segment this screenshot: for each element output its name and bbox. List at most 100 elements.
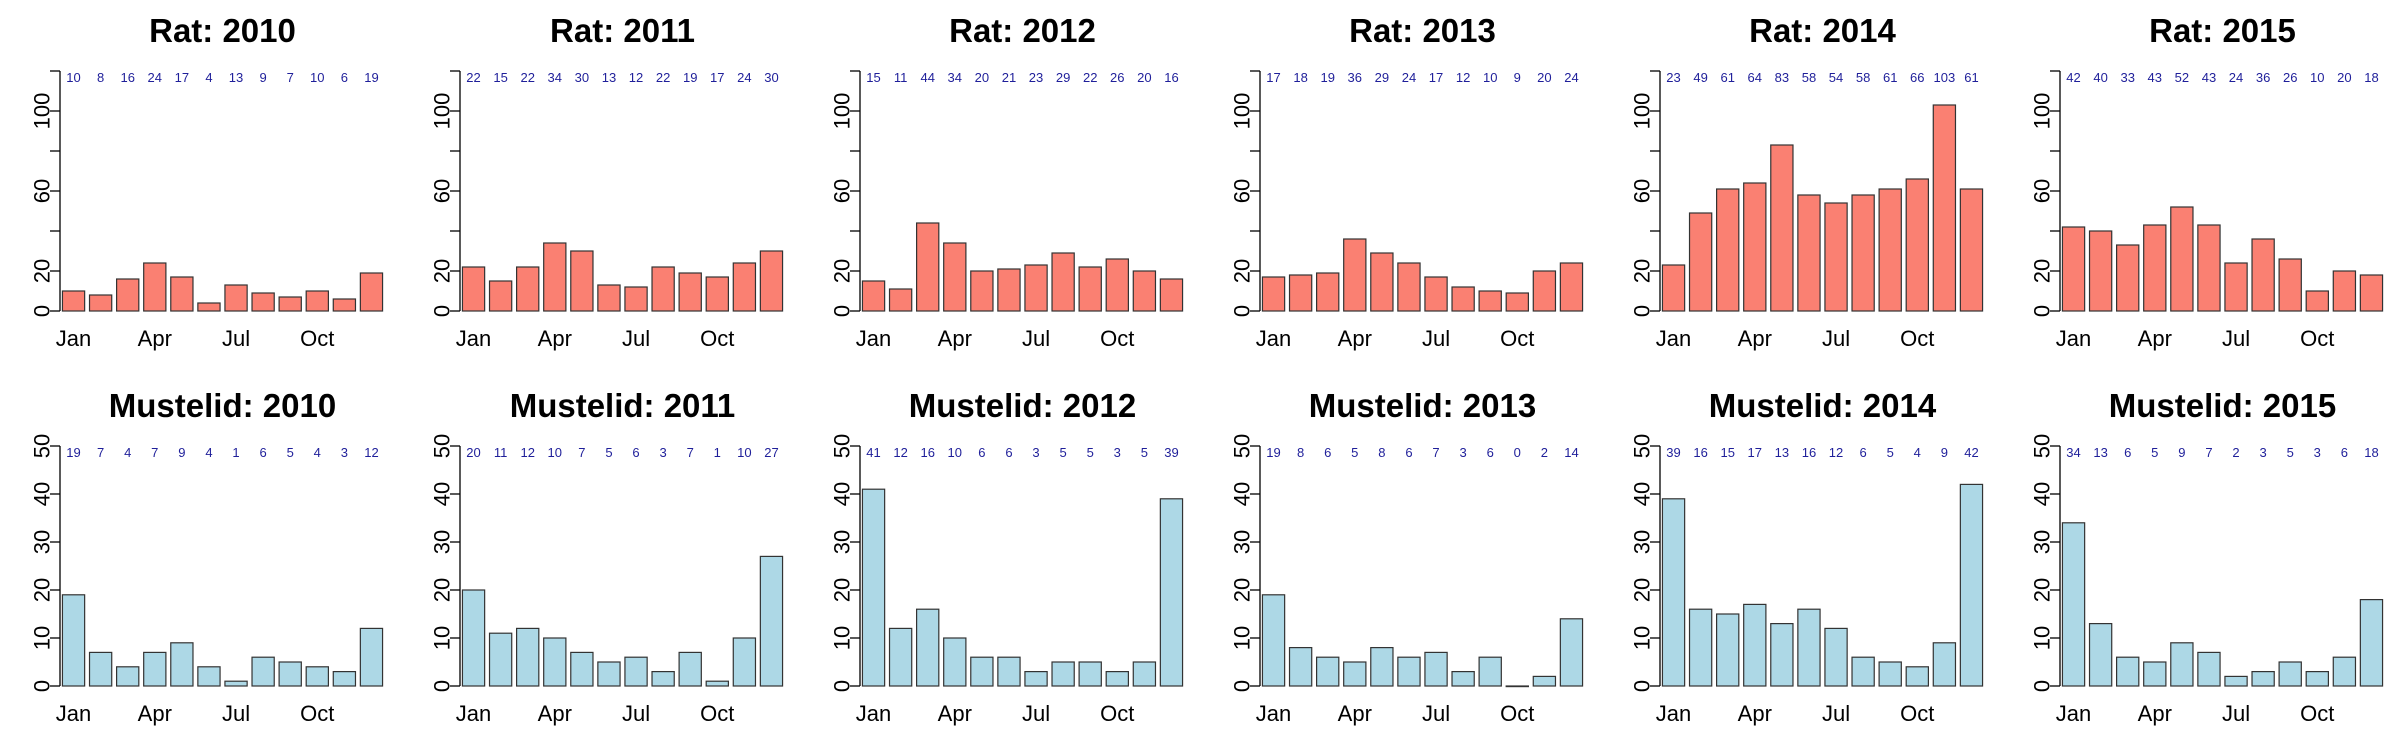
- bar-month-9: [678, 651, 702, 687]
- bar-month-11: [732, 262, 757, 312]
- bar-month-3: [916, 222, 940, 312]
- y-tick-label: 40: [1230, 482, 1255, 506]
- x-tick-label: Oct: [1900, 326, 1934, 351]
- x-tick-label: Oct: [700, 701, 734, 726]
- bar-month-12: [1959, 483, 1984, 687]
- count-label: 40: [2093, 70, 2107, 85]
- y-tick-label: 30: [430, 530, 455, 554]
- bar-month-2: [2088, 230, 2113, 312]
- count-label: 8: [97, 70, 104, 85]
- x-tick-label: Jul: [222, 326, 250, 351]
- count-label: 6: [632, 445, 639, 460]
- x-tick-label: Apr: [538, 326, 572, 351]
- y-tick-label: 40: [1630, 482, 1655, 506]
- y-tick-label: 60: [1630, 179, 1655, 203]
- count-label: 5: [287, 445, 294, 460]
- count-label: 22: [520, 70, 534, 85]
- x-tick-label: Oct: [1100, 326, 1134, 351]
- chart-title: Rat: 2011: [550, 12, 695, 49]
- count-label: 6: [260, 445, 267, 460]
- count-label: 64: [1748, 70, 1762, 85]
- count-label: 29: [1056, 70, 1070, 85]
- count-label: 26: [1110, 70, 1124, 85]
- count-label: 16: [1164, 70, 1178, 85]
- count-label: 54: [1829, 70, 1843, 85]
- x-tick-label: Jan: [1256, 701, 1291, 726]
- count-label: 43: [2148, 70, 2162, 85]
- bar-month-9: [2278, 258, 2302, 312]
- y-tick-label: 0: [30, 305, 55, 317]
- bar-month-1: [1261, 594, 1286, 687]
- y-tick-label: 60: [830, 179, 855, 203]
- count-label: 9: [1514, 70, 1521, 85]
- count-label: 3: [1032, 445, 1039, 460]
- chart-panel-9: Mustelid: 2012 0 10 20 30 40 50 41 12 16 10 6 6 3 5 5 3 5…: [830, 387, 1184, 726]
- x-tick-label: Jan: [1656, 701, 1691, 726]
- x-tick-label: Oct: [700, 326, 734, 351]
- count-label: 83: [1775, 70, 1789, 85]
- count-label: 12: [1456, 70, 1470, 85]
- y-tick-label: 50: [430, 434, 455, 458]
- bar-month-9: [1878, 661, 1902, 687]
- bar-month-7: [2224, 675, 2248, 687]
- bar-month-4: [1343, 661, 1367, 687]
- x-tick-label: Apr: [1338, 326, 1372, 351]
- x-tick-label: Jul: [622, 701, 650, 726]
- bar-month-10: [305, 290, 329, 312]
- bar-month-6: [997, 268, 1021, 312]
- bar-month-2: [1688, 212, 1713, 312]
- bar-month-3: [1716, 613, 1740, 687]
- count-label: 5: [1060, 445, 1067, 460]
- count-label: 17: [710, 70, 724, 85]
- x-tick-label: Oct: [300, 326, 334, 351]
- count-label: 58: [1856, 70, 1870, 85]
- y-tick-label: 0: [1230, 305, 1255, 317]
- y-tick-label: 20: [1630, 578, 1655, 602]
- count-label: 7: [2205, 445, 2212, 460]
- bar-month-12: [359, 272, 384, 312]
- count-label: 21: [1002, 70, 1016, 85]
- bar-month-11: [1932, 104, 1957, 312]
- count-label: 15: [1720, 445, 1734, 460]
- count-label: 17: [1748, 445, 1762, 460]
- count-label: 5: [1141, 445, 1148, 460]
- y-tick-label: 0: [1230, 680, 1255, 692]
- x-tick-label: Jan: [56, 326, 91, 351]
- bar-month-8: [251, 292, 275, 312]
- count-label: 10: [548, 445, 562, 460]
- chart-title: Rat: 2014: [1749, 12, 1896, 49]
- count-label: 2: [2232, 445, 2239, 460]
- bar-month-7: [1824, 627, 1848, 687]
- y-tick-label: 100: [30, 93, 55, 130]
- bar-month-6: [197, 302, 221, 312]
- y-tick-label: 20: [1230, 259, 1255, 283]
- count-label: 1: [714, 445, 721, 460]
- count-label: 6: [1487, 445, 1494, 460]
- bar-month-1: [461, 266, 486, 312]
- y-tick-label: 0: [430, 305, 455, 317]
- bar-month-8: [651, 670, 675, 687]
- count-label: 16: [1693, 445, 1707, 460]
- y-tick-label: 60: [430, 179, 455, 203]
- x-tick-label: Jan: [856, 326, 891, 351]
- count-label: 24: [1564, 70, 1578, 85]
- count-label: 5: [605, 445, 612, 460]
- bar-month-2: [1688, 608, 1713, 687]
- x-tick-label: Jan: [856, 701, 891, 726]
- count-label: 3: [660, 445, 667, 460]
- y-tick-label: 0: [1630, 305, 1655, 317]
- bar-month-7: [2224, 262, 2248, 312]
- bar-month-8: [1451, 286, 1475, 312]
- bar-month-10: [705, 680, 729, 687]
- count-label: 43: [2202, 70, 2216, 85]
- y-tick-label: 0: [430, 680, 455, 692]
- bar-month-10: [1905, 666, 1929, 687]
- x-tick-label: Apr: [138, 326, 172, 351]
- x-tick-label: Oct: [1900, 701, 1934, 726]
- count-label: 5: [1887, 445, 1894, 460]
- count-label: 19: [1266, 445, 1280, 460]
- count-label: 30: [764, 70, 778, 85]
- y-tick-label: 40: [830, 482, 855, 506]
- count-label: 9: [2178, 445, 2185, 460]
